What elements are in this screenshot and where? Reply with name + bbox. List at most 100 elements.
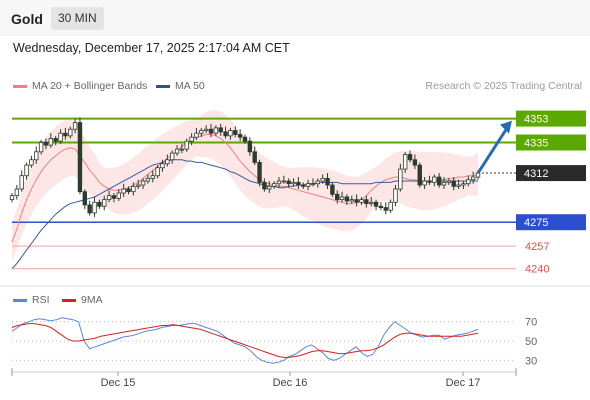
candle-body bbox=[102, 199, 107, 207]
candle-body bbox=[257, 162, 262, 183]
resistance-tag-text-4353: 4353 bbox=[524, 114, 548, 126]
candle-body bbox=[87, 204, 92, 214]
legend-rsi-ma-label: 9MA bbox=[81, 294, 103, 306]
candle-body bbox=[441, 181, 447, 186]
candle-body bbox=[310, 183, 316, 186]
x-tick-label-1: Dec 16 bbox=[273, 377, 308, 389]
rsi-line bbox=[11, 317, 479, 364]
candle-body bbox=[233, 130, 238, 135]
candle-body bbox=[339, 196, 345, 201]
candle-body bbox=[203, 128, 209, 131]
candle-body bbox=[97, 201, 102, 207]
candle-body bbox=[24, 164, 29, 177]
legend-ma20-label: MA 20 + Bollinger Bands bbox=[32, 80, 148, 92]
candle-body bbox=[335, 193, 340, 201]
candle-body bbox=[34, 151, 39, 161]
legend-ma50: MA 50 bbox=[156, 80, 205, 92]
candle-body bbox=[354, 199, 359, 203]
candle-body bbox=[417, 164, 422, 186]
rsi-level-label-30: 30 bbox=[525, 355, 537, 367]
candle-body bbox=[106, 195, 112, 201]
current-price-tag bbox=[516, 165, 586, 182]
candle-body bbox=[228, 130, 233, 137]
instrument-title: Gold bbox=[11, 11, 43, 27]
candle-body bbox=[136, 184, 141, 187]
candle-body bbox=[349, 199, 354, 202]
candle-body bbox=[402, 154, 408, 170]
candle-body bbox=[199, 130, 204, 134]
candle-body bbox=[165, 159, 170, 165]
legend-ma50-label: MA 50 bbox=[175, 80, 205, 92]
candle-body bbox=[412, 159, 418, 166]
source-credit: Research © 2025 Trading Central bbox=[425, 80, 582, 92]
chart-datetime: Wednesday, December 17, 2025 2:17:04 AM … bbox=[13, 41, 290, 55]
candle-body bbox=[432, 176, 437, 183]
candle-body bbox=[9, 195, 15, 201]
minor-level-text-4257: 4257 bbox=[525, 241, 549, 253]
candle-body bbox=[179, 148, 185, 151]
candle-body bbox=[388, 201, 393, 211]
candlesticks bbox=[9, 117, 481, 217]
candle-body bbox=[116, 192, 121, 199]
rsi-ma-line bbox=[11, 323, 479, 358]
current-price-tag-text: 4312 bbox=[524, 168, 548, 180]
candle-body bbox=[451, 180, 456, 187]
bollinger-band bbox=[12, 110, 478, 261]
legend-rsi: RSI bbox=[13, 294, 50, 306]
candle-body bbox=[456, 184, 461, 187]
candle-body bbox=[19, 175, 24, 190]
candle-body bbox=[427, 180, 432, 183]
candle-body bbox=[218, 127, 223, 133]
ma50-swatch bbox=[156, 84, 170, 88]
candle-body bbox=[359, 199, 364, 203]
candle-body bbox=[53, 138, 58, 142]
candle-body bbox=[281, 180, 287, 183]
candle-body bbox=[325, 177, 330, 186]
candle-body bbox=[271, 183, 277, 187]
candle-body bbox=[286, 180, 291, 185]
rsi-ma-swatch bbox=[62, 298, 76, 302]
resistance-tag-text-4335: 4335 bbox=[524, 138, 548, 150]
candle-body bbox=[262, 181, 267, 190]
candle-body bbox=[291, 181, 296, 185]
bollinger-band-area bbox=[12, 110, 478, 261]
candle-body bbox=[237, 134, 243, 138]
candle-body bbox=[398, 168, 403, 190]
x-axis: Dec 15 Dec 16 Dec 17 bbox=[11, 368, 517, 389]
price-tags: 4353 4335 4312 4275 4257 4240 bbox=[516, 110, 586, 276]
candle-body bbox=[184, 140, 189, 150]
minor-level-text-4240: 4240 bbox=[525, 264, 549, 276]
ma20-swatch bbox=[13, 84, 27, 88]
forecast-arrow-head bbox=[500, 120, 512, 134]
x-tick-label-2: Dec 17 bbox=[446, 377, 481, 389]
candle-body bbox=[407, 154, 413, 161]
timeframe-badge[interactable]: 30 MIN bbox=[51, 7, 104, 30]
candle-body bbox=[276, 180, 282, 185]
candle-body bbox=[446, 180, 452, 183]
candle-body bbox=[422, 180, 427, 186]
candle-body bbox=[369, 201, 374, 205]
candle-body bbox=[174, 148, 180, 154]
candle-body bbox=[364, 199, 369, 205]
forecast-arrow bbox=[476, 120, 512, 174]
candle-body bbox=[344, 196, 350, 202]
candle-body bbox=[242, 136, 248, 142]
candle-body bbox=[330, 184, 335, 195]
candle-body bbox=[82, 191, 88, 206]
candle-body bbox=[111, 195, 117, 199]
candle-body bbox=[140, 180, 146, 186]
candle-body bbox=[126, 188, 131, 193]
candle-body bbox=[169, 152, 175, 161]
candle-body bbox=[208, 128, 214, 134]
candle-body bbox=[121, 188, 126, 194]
candle-body bbox=[145, 177, 151, 182]
candle-body bbox=[194, 132, 199, 138]
candle-body bbox=[305, 183, 311, 187]
candle-body bbox=[63, 132, 68, 137]
candle-body bbox=[223, 131, 228, 137]
candle-body bbox=[315, 180, 321, 185]
candle-body bbox=[58, 132, 63, 142]
resistance-tag-4335 bbox=[516, 134, 586, 151]
candle-body bbox=[131, 185, 136, 193]
